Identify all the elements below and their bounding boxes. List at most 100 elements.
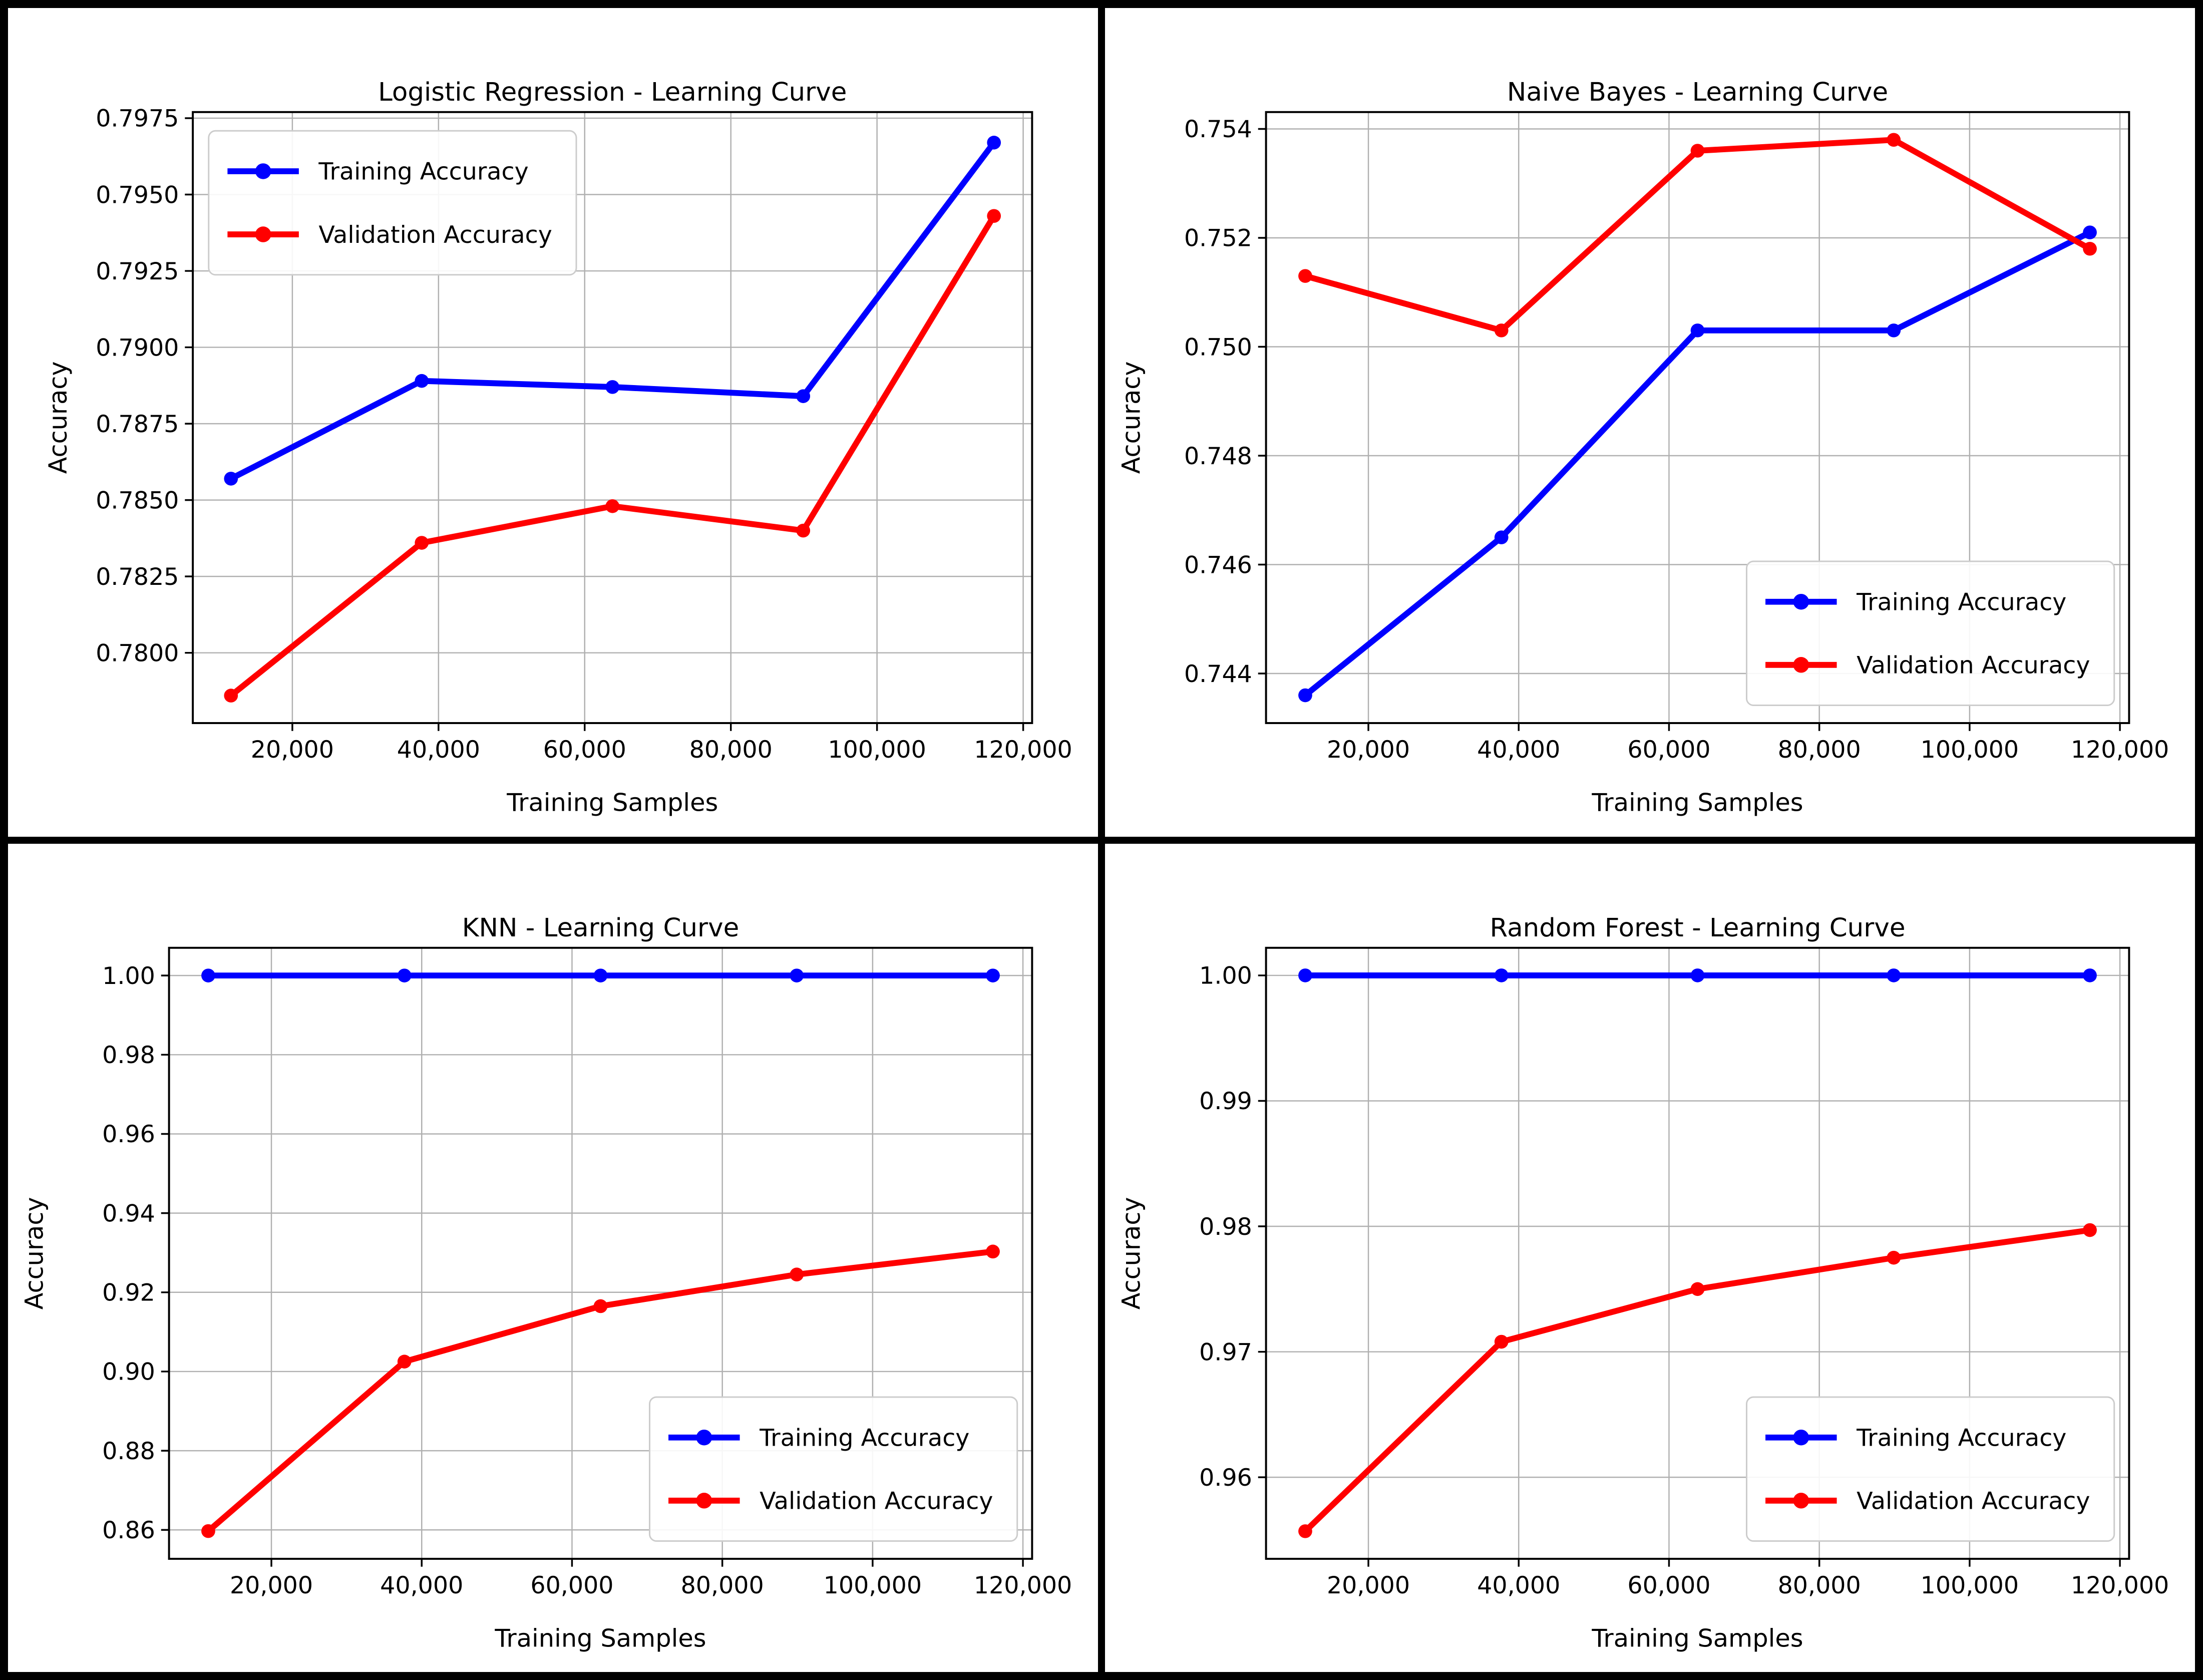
y-axis-label: Accuracy [1117,362,1146,474]
x-tick-label: 80,000 [1778,736,1861,764]
training-accuracy-point [1494,530,1509,544]
y-tick-label: 0.7800 [96,640,179,667]
x-tick-label: 60,000 [1627,736,1710,764]
x-axis-label: Training Samples [506,788,718,817]
training-accuracy-point [1690,323,1705,338]
x-tick-label: 20,000 [230,1572,313,1599]
chart-panel-random-forest: 20,000 40,000 60,000 80,000 100,000 120,000 0.… [1105,843,2195,1672]
legend: Training Accuracy Validation Accuracy [1745,1396,2115,1542]
legend-swatch-marker [696,1429,712,1445]
validation-accuracy-point [605,499,620,513]
validation-accuracy-point [201,1524,215,1538]
legend-label: Training Accuracy [759,1424,969,1452]
legend-box [208,130,577,276]
training-accuracy-point [1690,968,1705,982]
figure-background [1105,843,2195,1672]
y-tick-label: 0.90 [102,1358,155,1386]
validation-accuracy-point [593,1299,608,1313]
x-tick-label: 100,000 [828,736,926,764]
training-accuracy-point [1298,688,1312,703]
x-tick-label: 120,000 [2071,1572,2169,1599]
training-accuracy-point [1887,323,1901,338]
y-tick-label: 0.97 [1199,1338,1252,1366]
validation-accuracy-point [796,523,811,538]
validation-accuracy-point [986,1244,1000,1258]
y-tick-label: 0.754 [1184,116,1252,143]
training-accuracy-point [397,968,412,982]
y-tick-label: 0.96 [1199,1464,1252,1491]
y-tick-label: 0.750 [1184,333,1252,361]
x-axis-label: Training Samples [1591,788,1803,817]
validation-accuracy-point [987,209,1001,223]
y-tick-label: 0.7950 [96,181,179,209]
legend-swatch-marker [1793,593,1809,610]
chart-title: Logistic Regression - Learning Curve [378,77,847,107]
legend-label: Validation Accuracy [760,1487,993,1515]
legend-swatch-marker [1793,1492,1809,1509]
y-tick-label: 0.7975 [96,105,179,133]
y-tick-label: 0.7925 [96,258,179,285]
training-accuracy-point [1298,968,1312,982]
legend-label: Validation Accuracy [1857,1487,2090,1515]
legend-label: Training Accuracy [1856,589,2066,616]
x-tick-label: 40,000 [1477,736,1560,764]
chart-title: Naive Bayes - Learning Curve [1507,77,1888,107]
naive-bayes-chart: 20,000 40,000 60,000 80,000 100,000 120,000 0.… [1105,8,2195,837]
validation-accuracy-point [1494,1334,1509,1349]
x-tick-label: 20,000 [1327,1572,1410,1599]
x-tick-label: 100,000 [1921,736,2019,764]
x-tick-label: 120,000 [974,736,1072,764]
x-tick-label: 20,000 [251,736,334,764]
legend-label: Validation Accuracy [318,221,552,249]
x-tick-label: 40,000 [380,1572,463,1599]
y-tick-label: 0.98 [1199,1213,1252,1240]
training-accuracy-point [986,968,1000,982]
x-tick-label: 100,000 [824,1572,922,1599]
y-tick-label: 0.98 [102,1042,155,1069]
legend: Training Accuracy Validation Accuracy [208,130,577,276]
y-tick-label: 0.94 [102,1200,155,1227]
chart-panel-logistic-regression: 20,000 40,000 60,000 80,000 100,000 120,000 0.… [8,8,1098,837]
x-tick-label: 120,000 [974,1572,1072,1599]
chart-panel-naive-bayes: 20,000 40,000 60,000 80,000 100,000 120,000 0.… [1105,8,2195,837]
random-forest-chart: 20,000 40,000 60,000 80,000 100,000 120,000 0.… [1105,843,2195,1672]
validation-accuracy-point [2083,1223,2097,1237]
x-tick-label: 40,000 [1477,1572,1560,1599]
axes-frame [168,946,1033,1560]
y-tick-label: 0.744 [1184,660,1252,688]
legend-swatch-marker [696,1492,712,1509]
x-tick-label: 40,000 [397,736,480,764]
y-tick-label: 1.00 [1199,962,1252,989]
training-accuracy-point [790,968,804,982]
x-axis-label: Training Samples [1591,1623,1803,1652]
validation-accuracy-point [1690,144,1705,158]
x-tick-label: 80,000 [681,1572,764,1599]
training-accuracy-point [2083,968,2097,982]
legend-label: Training Accuracy [318,158,528,186]
y-tick-label: 0.7900 [96,334,179,362]
legend-label: Validation Accuracy [1857,652,2090,680]
y-axis-label: Accuracy [20,1197,49,1309]
training-accuracy-point [224,472,238,486]
validation-accuracy-point [1298,269,1312,283]
y-axis-label: Accuracy [1117,1197,1146,1309]
validation-accuracy-point [415,536,429,550]
training-accuracy-point [987,136,1001,150]
y-tick-label: 0.99 [1199,1088,1252,1115]
figure-background [1105,8,2195,837]
y-tick-label: 0.7825 [96,563,179,591]
validation-accuracy-point [224,689,238,703]
axes-frame [1265,111,2130,724]
legend: Training Accuracy Validation Accuracy [648,1396,1018,1542]
legend-swatch-marker [255,163,271,179]
legend-swatch-marker [255,226,271,242]
training-accuracy-point [201,968,215,982]
legend-swatch-marker [1793,1429,1809,1445]
knn-chart: 20,000 40,000 60,000 80,000 100,000 120,000 0.… [8,843,1098,1672]
y-axis-label: Accuracy [44,362,73,474]
validation-accuracy-point [1298,1524,1312,1538]
axes-frame [1265,946,2130,1560]
training-accuracy-point [1494,968,1509,982]
chart-grid: 20,000 40,000 60,000 80,000 100,000 120,000 0.… [8,8,2195,1672]
